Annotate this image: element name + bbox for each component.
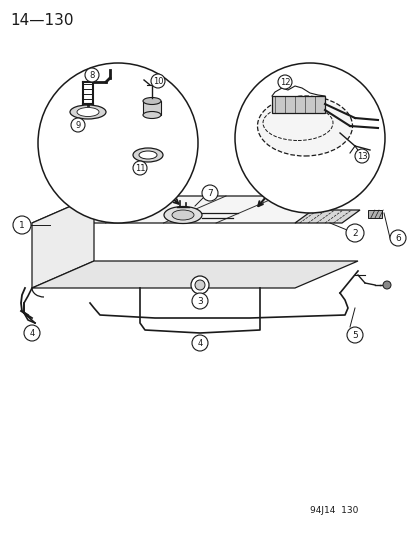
Circle shape (24, 325, 40, 341)
Ellipse shape (133, 148, 163, 162)
Polygon shape (32, 261, 357, 288)
Text: 9: 9 (75, 120, 81, 130)
Polygon shape (32, 196, 94, 288)
Text: 7: 7 (206, 189, 212, 198)
Circle shape (192, 293, 207, 309)
Text: 4: 4 (29, 328, 35, 337)
Ellipse shape (77, 108, 99, 117)
Ellipse shape (171, 210, 194, 220)
Polygon shape (294, 210, 359, 223)
Text: 12: 12 (279, 77, 290, 86)
Circle shape (346, 327, 362, 343)
Text: 14—130: 14—130 (10, 13, 74, 28)
Circle shape (277, 75, 291, 89)
Circle shape (85, 68, 99, 82)
Text: 2: 2 (351, 229, 357, 238)
Text: 8: 8 (89, 70, 95, 79)
Ellipse shape (257, 96, 351, 156)
Text: 11: 11 (134, 164, 145, 173)
Circle shape (354, 149, 368, 163)
Text: 4: 4 (197, 338, 202, 348)
Circle shape (382, 281, 390, 289)
Text: 94J14  130: 94J14 130 (309, 506, 358, 515)
Text: 1: 1 (19, 221, 25, 230)
Circle shape (133, 161, 147, 175)
Ellipse shape (70, 105, 106, 119)
Circle shape (190, 276, 209, 294)
Ellipse shape (142, 111, 161, 118)
Text: 10: 10 (152, 77, 163, 85)
Polygon shape (271, 96, 324, 113)
Ellipse shape (139, 151, 157, 159)
Ellipse shape (142, 98, 161, 104)
Circle shape (38, 63, 197, 223)
Circle shape (389, 230, 405, 246)
Circle shape (13, 216, 31, 234)
Circle shape (235, 63, 384, 213)
Ellipse shape (164, 206, 202, 223)
Polygon shape (32, 196, 357, 223)
Circle shape (192, 335, 207, 351)
Polygon shape (142, 101, 161, 115)
Text: 3: 3 (197, 296, 202, 305)
Polygon shape (367, 210, 381, 218)
Circle shape (202, 185, 218, 201)
Text: 6: 6 (394, 233, 400, 243)
Circle shape (195, 280, 204, 290)
Circle shape (71, 118, 85, 132)
Text: 13: 13 (356, 151, 366, 160)
Text: 5: 5 (351, 330, 357, 340)
Circle shape (151, 74, 165, 88)
Circle shape (345, 224, 363, 242)
